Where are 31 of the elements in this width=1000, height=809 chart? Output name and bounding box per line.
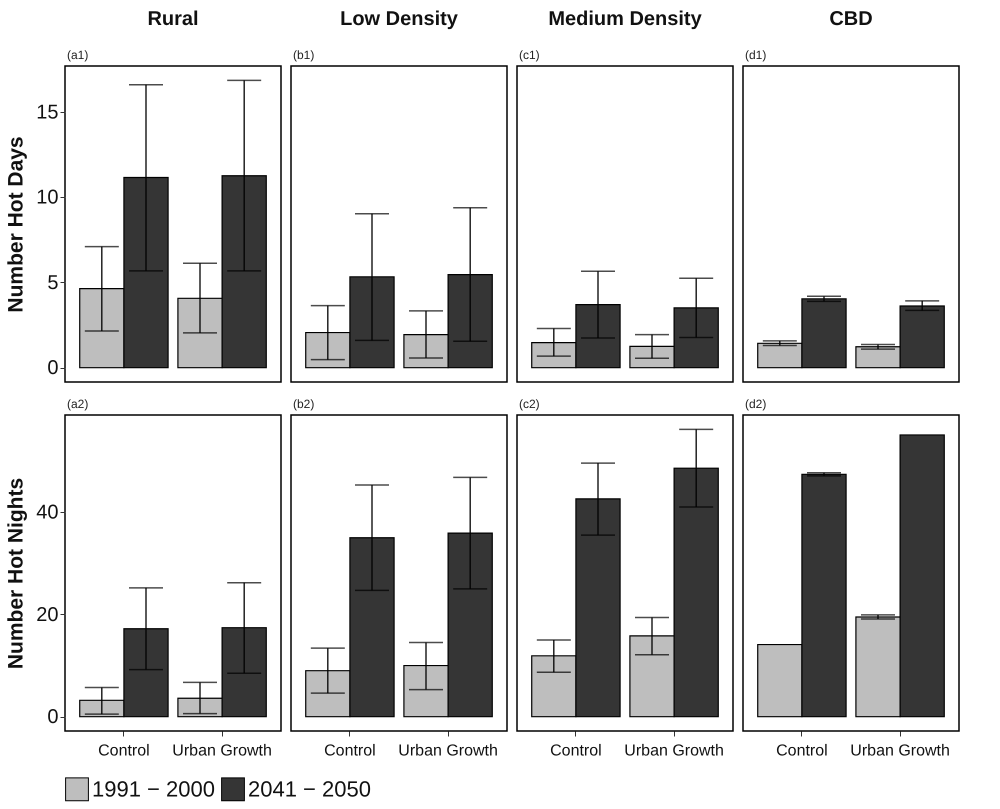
y-tick-label: 20: [36, 604, 58, 626]
text: (d2): [745, 397, 766, 411]
y-tick-label: 0: [47, 357, 58, 380]
text: (a2): [67, 397, 88, 411]
y-tick-label: 15: [36, 102, 58, 124]
text: (d1): [745, 48, 766, 62]
text: (a1): [67, 48, 88, 62]
y-tick-label: 40: [36, 502, 58, 524]
text: (c1): [519, 48, 540, 62]
chart-title: Medium Density: [548, 8, 703, 30]
x-tick-label: Urban Growth: [398, 742, 498, 760]
x-tick-label: Urban Growth: [172, 742, 272, 760]
x-tick-label: Control: [550, 742, 602, 760]
x-tick-label: Control: [324, 742, 376, 760]
legend-label: 2041 − 2050: [248, 776, 371, 802]
chart-title: Rural: [147, 8, 199, 30]
chart-title: Low Density: [340, 8, 459, 30]
text: (b1): [293, 48, 314, 62]
legend-label: 1991 − 2000: [92, 776, 215, 802]
y-tick-label: 10: [36, 186, 58, 209]
text: (b2): [293, 397, 314, 411]
text: (c2): [519, 397, 540, 411]
x-tick-label: Urban Growth: [624, 742, 724, 760]
y-tick-label: 0: [47, 706, 58, 728]
chart-title: CBD: [829, 8, 873, 30]
y-tick-label: 5: [47, 272, 58, 294]
y-axis-title: Number Hot Nights: [4, 478, 28, 670]
x-tick-label: Control: [776, 742, 828, 760]
x-tick-label: Control: [98, 742, 150, 760]
x-tick-label: Urban Growth: [850, 742, 950, 760]
y-axis-title: Number Hot Days: [4, 136, 28, 313]
